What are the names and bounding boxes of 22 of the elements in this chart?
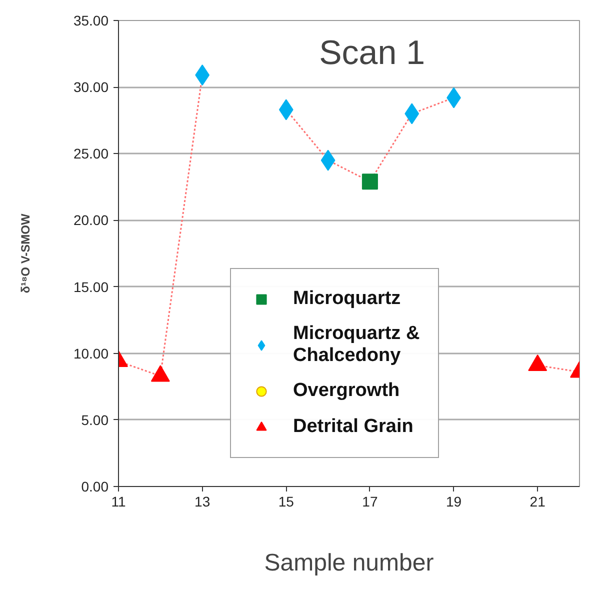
y-tick-label: 5.00 [81, 412, 109, 428]
legend-label: Microquartz & Chalcedony [293, 323, 420, 367]
y-tick-label: 20.00 [73, 212, 109, 228]
x-axis-title: Sample number [264, 550, 434, 576]
x-tick-label: 21 [530, 494, 546, 510]
y-tick-label: 35.00 [73, 12, 109, 28]
point [362, 174, 378, 190]
y-tick-label: 15.00 [73, 278, 109, 295]
y-tick-label: 25.00 [73, 146, 109, 162]
chart-title: Scan 1 [319, 34, 425, 72]
x-tick-label: 17 [362, 494, 378, 510]
legend-label: Microquartz [293, 288, 401, 310]
x-tick-label: 19 [446, 494, 462, 510]
legend-label: Detrital Grain [293, 416, 414, 438]
y-tick-label: 10.00 [73, 345, 109, 362]
x-tick-label: 13 [194, 494, 210, 510]
y-tick-label: 30.00 [73, 79, 109, 96]
y-axis-title: δ¹⁸O V-SMOW [18, 213, 32, 294]
x-tick-label: 15 [278, 494, 294, 510]
y-tick-label: 0.00 [81, 478, 109, 494]
x-tick-label: 11 [111, 494, 126, 510]
legend-label: Overgrowth [293, 380, 400, 402]
